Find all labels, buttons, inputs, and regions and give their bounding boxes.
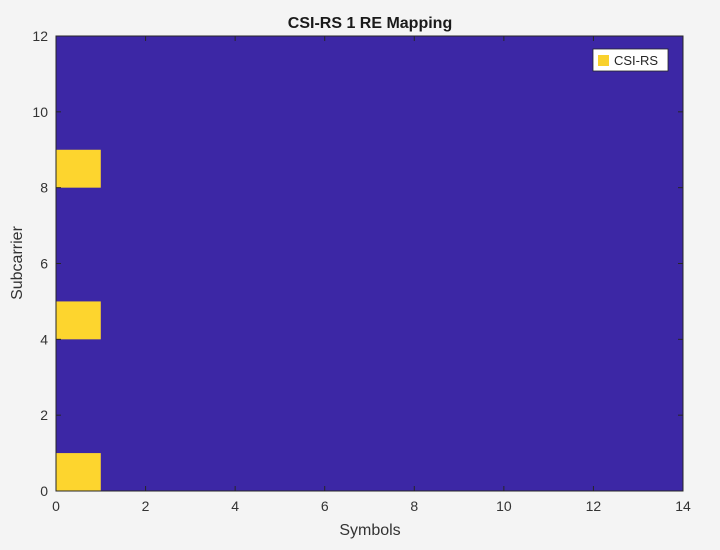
x-tick-label-14: 14 [675, 498, 691, 514]
y-axis-label: Subcarrier [9, 225, 26, 299]
x-tick-label-0: 0 [52, 498, 60, 514]
y-tick-label-10: 10 [32, 104, 48, 120]
y-tick-label-12: 12 [32, 28, 48, 44]
x-axis-ticks: 0 2 4 6 8 10 12 14 [52, 36, 691, 514]
plot-background [56, 36, 683, 491]
y-tick-label-0: 0 [40, 483, 48, 499]
legend-box [592, 48, 669, 72]
x-tick-label-10: 10 [496, 498, 512, 514]
csi-rs-cell-2 [56, 149, 101, 188]
x-tick-label-12: 12 [586, 498, 602, 514]
y-axis-ticks: 0 2 4 6 8 10 12 [32, 28, 683, 499]
x-tick-label-6: 6 [321, 498, 329, 514]
y-tick-label-2: 2 [40, 407, 48, 423]
re-cells [56, 149, 101, 491]
y-tick-label-6: 6 [40, 256, 48, 272]
legend-label-csi-rs: CSI-RS [614, 53, 658, 68]
chart-title: CSI-RS 1 RE Mapping [288, 15, 452, 32]
csi-rs-cell-1 [56, 301, 101, 340]
csi-rs-cell-0 [56, 453, 101, 491]
plot-area [56, 36, 683, 491]
x-tick-label-8: 8 [410, 498, 418, 514]
y-tick-label-8: 8 [40, 180, 48, 196]
x-axis-label: Symbols [339, 522, 400, 539]
x-tick-label-4: 4 [231, 498, 239, 514]
legend: CSI-RS [592, 48, 669, 72]
legend-swatch-csi-rs [598, 55, 609, 66]
y-tick-label-4: 4 [40, 331, 48, 347]
x-tick-label-2: 2 [142, 498, 150, 514]
